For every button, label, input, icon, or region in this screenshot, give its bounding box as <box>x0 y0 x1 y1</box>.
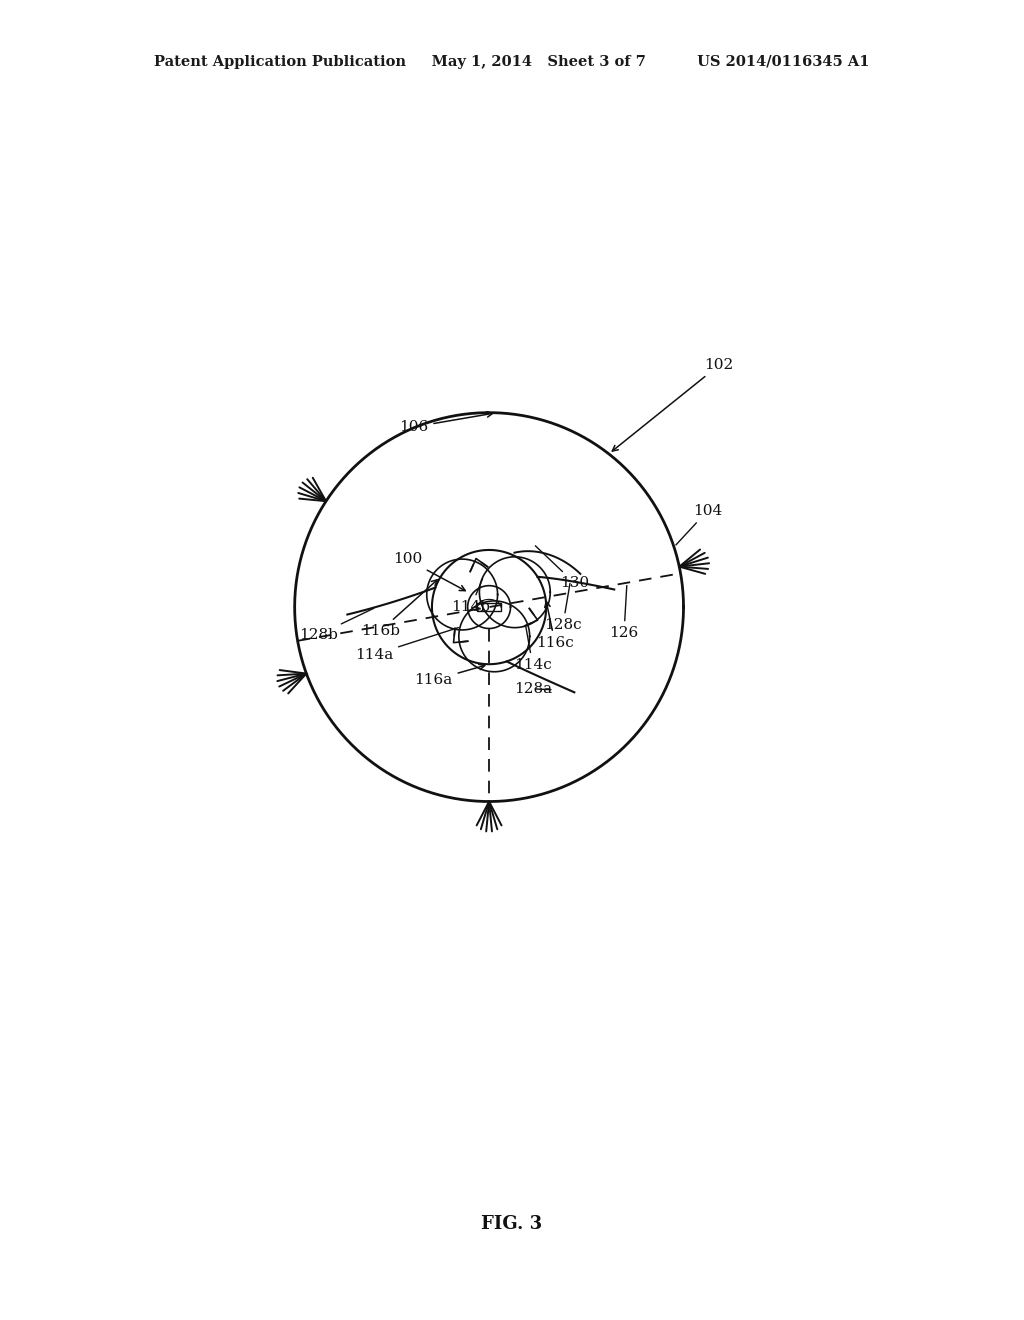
Text: 116c: 116c <box>537 602 573 649</box>
Text: 128c: 128c <box>544 583 582 632</box>
Bar <box>477 603 501 611</box>
Text: 102: 102 <box>612 358 734 451</box>
Text: 100: 100 <box>393 553 465 590</box>
Text: 128b: 128b <box>299 609 374 642</box>
Text: 106: 106 <box>399 412 493 434</box>
Text: 104: 104 <box>676 504 722 545</box>
Text: 116a: 116a <box>415 664 484 688</box>
Text: 130: 130 <box>536 545 590 590</box>
Text: Patent Application Publication     May 1, 2014   Sheet 3 of 7          US 2014/0: Patent Application Publication May 1, 20… <box>155 55 869 70</box>
Text: 126: 126 <box>609 586 639 640</box>
Text: 116b: 116b <box>360 579 437 638</box>
Text: 114b: 114b <box>452 578 490 614</box>
Text: FIG. 3: FIG. 3 <box>481 1214 543 1233</box>
Text: 128a: 128a <box>514 682 552 696</box>
Text: 114c: 114c <box>514 627 552 672</box>
Text: 114a: 114a <box>355 627 459 661</box>
